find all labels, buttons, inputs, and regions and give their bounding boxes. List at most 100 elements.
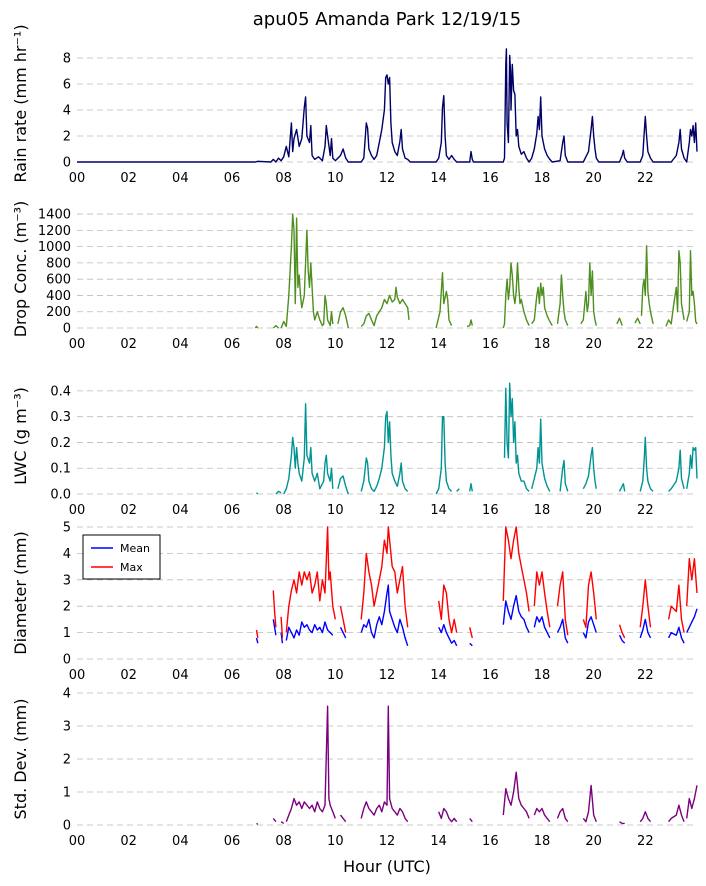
- x-tick-label: 08: [275, 171, 292, 186]
- x-tick-label: 22: [637, 834, 654, 849]
- y-tick-label: 1: [63, 786, 71, 801]
- y-tick-label: 0: [63, 322, 71, 337]
- x-tick-label: 20: [585, 337, 602, 352]
- x-tick-label: 10: [327, 171, 344, 186]
- x-tick-label: 16: [482, 503, 499, 518]
- x-tick-label: 06: [224, 337, 241, 352]
- panel-2: 0.0 0.1 0.2 0.3 0.4 00 02 04 06 08 10 12 14 16 18 20 22 L…: [11, 382, 698, 518]
- y-tick-label: 1000: [38, 240, 71, 255]
- x-tick-label: 22: [637, 668, 654, 683]
- x-tick-label: 02: [120, 171, 137, 186]
- x-tick-label: 10: [327, 503, 344, 518]
- x-tick-label: 06: [224, 834, 241, 849]
- y-tick-label: 1200: [38, 224, 71, 239]
- x-tick-label: 04: [172, 171, 189, 186]
- x-tick-label: 14: [430, 503, 447, 518]
- x-tick-label: 04: [172, 834, 189, 849]
- x-tick-label: 20: [585, 503, 602, 518]
- x-tick-label: 00: [69, 171, 86, 186]
- x-tick-label: 14: [430, 337, 447, 352]
- legend-label: Max: [120, 561, 143, 574]
- x-tick-label: 08: [275, 834, 292, 849]
- x-tick-label: 10: [327, 834, 344, 849]
- x-tick-label: 00: [69, 503, 86, 518]
- x-tick-label: 00: [69, 337, 86, 352]
- y-axis-label: Rain rate (mm hr⁻¹): [11, 24, 30, 182]
- max-series-line: [255, 526, 698, 639]
- x-tick-label: 20: [585, 834, 602, 849]
- legend-label: Mean: [120, 542, 150, 555]
- y-tick-label: 2: [63, 600, 71, 615]
- legend: Mean Max: [82, 534, 161, 580]
- x-tick-label: 18: [534, 834, 551, 849]
- y-tick-label: 0.2: [50, 436, 71, 451]
- y-tick-label: 3: [63, 720, 71, 735]
- x-tick-label: 02: [120, 503, 137, 518]
- x-tick-label: 18: [534, 668, 551, 683]
- y-axis-label: Std. Dev. (mm): [11, 699, 30, 820]
- x-tick-label: 12: [379, 171, 396, 186]
- x-tick-label: 04: [172, 503, 189, 518]
- y-tick-label: 0: [63, 819, 71, 834]
- x-tick-label: 10: [327, 668, 344, 683]
- x-tick-label: 08: [275, 668, 292, 683]
- x-tick-label: 22: [637, 171, 654, 186]
- y-axis-label: Drop Conc. (m⁻³): [11, 201, 30, 338]
- x-tick-label: 00: [69, 668, 86, 683]
- legend-box: [82, 534, 161, 580]
- mean-series-line: [255, 584, 698, 647]
- y-tick-label: 4: [63, 687, 71, 702]
- x-tick-label: 02: [120, 337, 137, 352]
- x-tick-label: 04: [172, 337, 189, 352]
- y-tick-label: 5: [63, 521, 71, 536]
- series-line: [77, 48, 698, 163]
- x-tick-label: 06: [224, 503, 241, 518]
- x-tick-label: 02: [120, 834, 137, 849]
- x-tick-label: 18: [534, 171, 551, 186]
- y-tick-label: 4: [63, 104, 71, 119]
- y-tick-label: 8: [63, 52, 71, 67]
- x-tick-label: 00: [69, 834, 86, 849]
- y-axis-label: LWC (g m⁻³): [11, 387, 30, 485]
- x-tick-label: 14: [430, 171, 447, 186]
- x-tick-label: 06: [224, 668, 241, 683]
- y-tick-label: 0.1: [50, 462, 71, 477]
- x-tick-label: 02: [120, 668, 137, 683]
- x-tick-label: 08: [275, 337, 292, 352]
- y-tick-label: 0: [63, 156, 71, 171]
- y-tick-label: 200: [46, 305, 71, 320]
- y-tick-label: 600: [46, 273, 71, 288]
- x-tick-label: 14: [430, 668, 447, 683]
- x-tick-label: 04: [172, 668, 189, 683]
- x-tick-label: 18: [534, 503, 551, 518]
- y-tick-label: 4: [63, 547, 71, 562]
- x-tick-label: 12: [379, 337, 396, 352]
- y-tick-label: 0.4: [50, 384, 71, 399]
- x-axis-label: Hour (UTC): [343, 857, 431, 876]
- y-axis-label: Diameter (mm): [11, 531, 30, 654]
- y-tick-label: 1: [63, 626, 71, 641]
- x-tick-label: 22: [637, 503, 654, 518]
- x-tick-label: 10: [327, 337, 344, 352]
- series-line: [256, 705, 698, 825]
- x-tick-label: 16: [482, 668, 499, 683]
- x-tick-label: 06: [224, 171, 241, 186]
- y-tick-label: 3: [63, 573, 71, 588]
- x-tick-label: 12: [379, 668, 396, 683]
- y-tick-label: 1400: [38, 208, 71, 223]
- y-tick-label: 0.0: [50, 488, 71, 503]
- x-tick-label: 16: [482, 171, 499, 186]
- y-tick-label: 0.3: [50, 410, 71, 425]
- x-tick-label: 18: [534, 337, 551, 352]
- x-tick-label: 20: [585, 171, 602, 186]
- x-tick-label: 16: [482, 834, 499, 849]
- x-tick-label: 16: [482, 337, 499, 352]
- x-tick-label: 14: [430, 834, 447, 849]
- y-tick-label: 400: [46, 289, 71, 304]
